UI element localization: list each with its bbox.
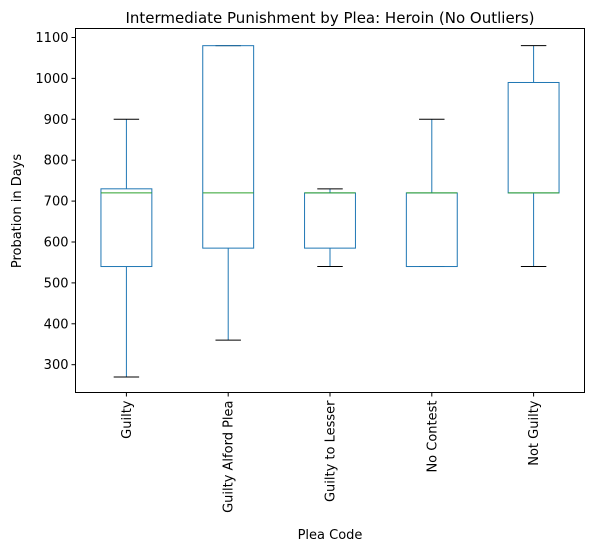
box-guilty-alford-plea	[202, 45, 255, 341]
y-tick-label: 1100	[35, 31, 68, 46]
box-series	[100, 45, 560, 378]
box-not-guilty	[507, 45, 560, 268]
x-axis-label: Plea Code	[298, 528, 363, 543]
iqr-box	[507, 81, 560, 194]
x-tick-label: Guilty	[120, 400, 135, 439]
iqr-box	[304, 192, 356, 249]
y-tick-label: 600	[44, 235, 69, 250]
y-tick-label: 300	[44, 358, 69, 373]
box-guilty-to-lesser	[304, 188, 356, 268]
y-tick-label: 700	[44, 195, 69, 210]
y-tick-label: 900	[44, 113, 69, 128]
x-tick-label: Guilty to Lesser	[324, 400, 339, 502]
y-axis-label: Probation in Days	[10, 154, 25, 269]
box-no-contest	[405, 118, 458, 268]
chart-title: Intermediate Punishment by Plea: Heroin …	[125, 9, 534, 27]
y-tick-label: 500	[44, 276, 69, 291]
y-tick-label: 1000	[35, 72, 68, 87]
x-axis: Guilty Guilty Alford Plea Guilty to Lesser…	[120, 392, 542, 513]
y-tick-label: 800	[44, 154, 69, 169]
y-axis: 300 400 500 600 700 800 900 1000 1100	[35, 31, 76, 373]
y-tick-label: 400	[44, 317, 69, 332]
x-tick-label: No Contest	[425, 401, 440, 473]
iqr-box	[100, 188, 153, 268]
box-guilty	[100, 118, 153, 378]
x-tick-label: Not Guilty	[527, 400, 542, 466]
x-tick-label: Guilty Alford Plea	[222, 401, 237, 513]
iqr-box	[202, 45, 255, 249]
iqr-box	[405, 192, 458, 268]
